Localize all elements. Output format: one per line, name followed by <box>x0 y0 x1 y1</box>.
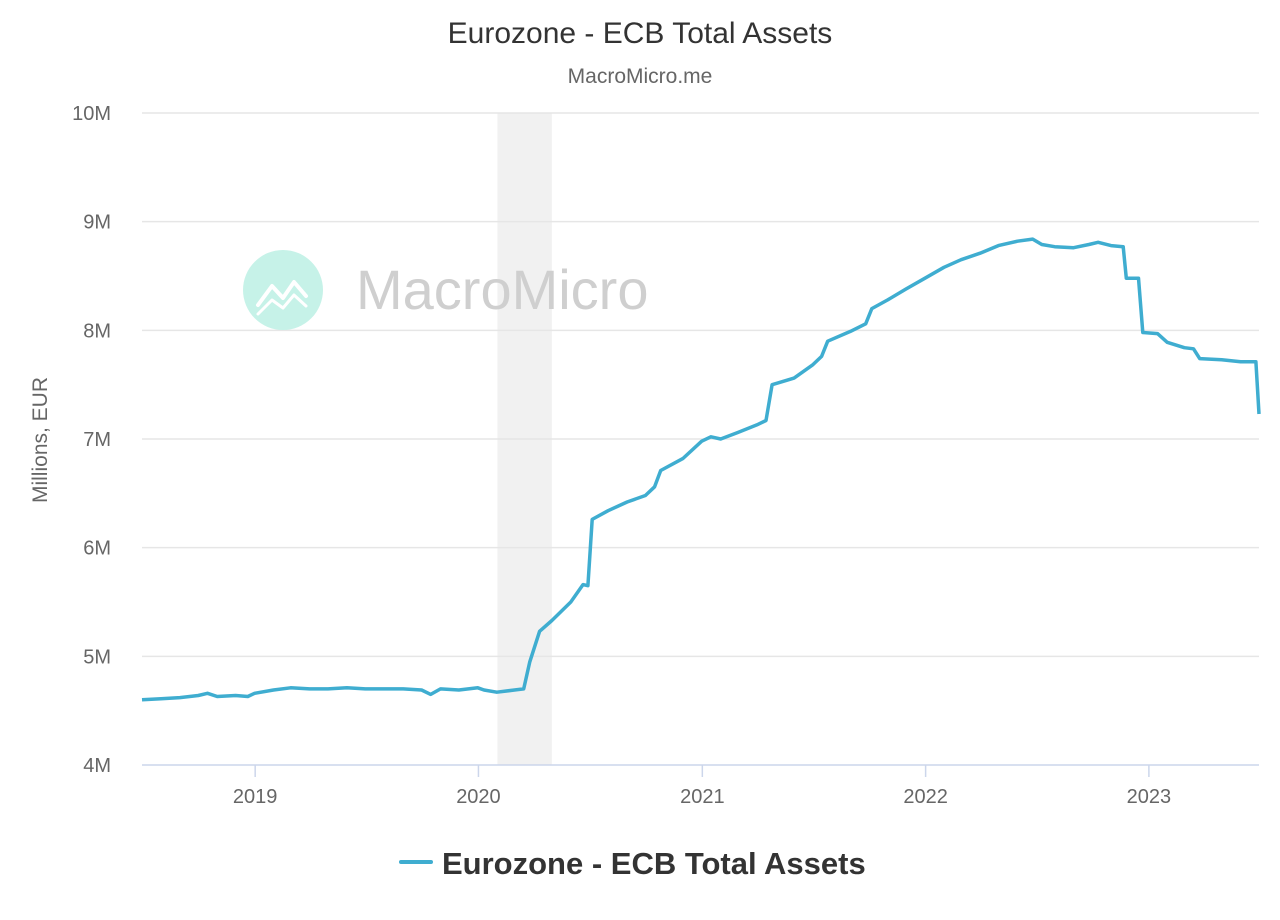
y-tick-label: 8M <box>83 320 111 342</box>
x-tick-label: 2020 <box>456 786 501 808</box>
y-tick-label: 9M <box>83 212 111 234</box>
y-tick-label: 4M <box>83 755 111 777</box>
y-tick-label: 10M <box>72 103 111 125</box>
watermark: MacroMicro <box>243 250 648 330</box>
x-axis: 2019 2020 2021 2022 2023 <box>142 764 1259 808</box>
x-tick-label: 2019 <box>233 786 278 808</box>
series-line <box>141 237 1261 702</box>
legend-label: Eurozone - ECB Total Assets <box>442 846 866 881</box>
chart-title: Eurozone - ECB Total Assets <box>448 17 833 50</box>
y-gridlines <box>142 112 1259 658</box>
y-tick-label: 6M <box>83 538 111 560</box>
y-axis: 4M 5M 6M 7M 8M 9M 10M <box>72 103 111 777</box>
legend[interactable]: Eurozone - ECB Total Assets <box>399 846 866 881</box>
watermark-chart-icon-line <box>256 293 308 316</box>
y-tick-label: 5M <box>83 646 111 668</box>
y-tick-label: 7M <box>83 429 111 451</box>
watermark-text: MacroMicro <box>356 258 648 321</box>
watermark-logo-icon <box>243 250 323 330</box>
chart-subtitle: MacroMicro.me <box>568 65 713 88</box>
watermark-chart-icon <box>256 280 308 307</box>
x-tick-label: 2022 <box>903 786 948 808</box>
plot-area: MacroMicro 2019 2020 2021 2022 2023 4M 5M 6M 7M… <box>72 103 1261 808</box>
y-axis-title: Millions, EUR <box>29 377 52 503</box>
x-tick-label: 2023 <box>1127 786 1172 808</box>
x-tick-label: 2021 <box>680 786 725 808</box>
